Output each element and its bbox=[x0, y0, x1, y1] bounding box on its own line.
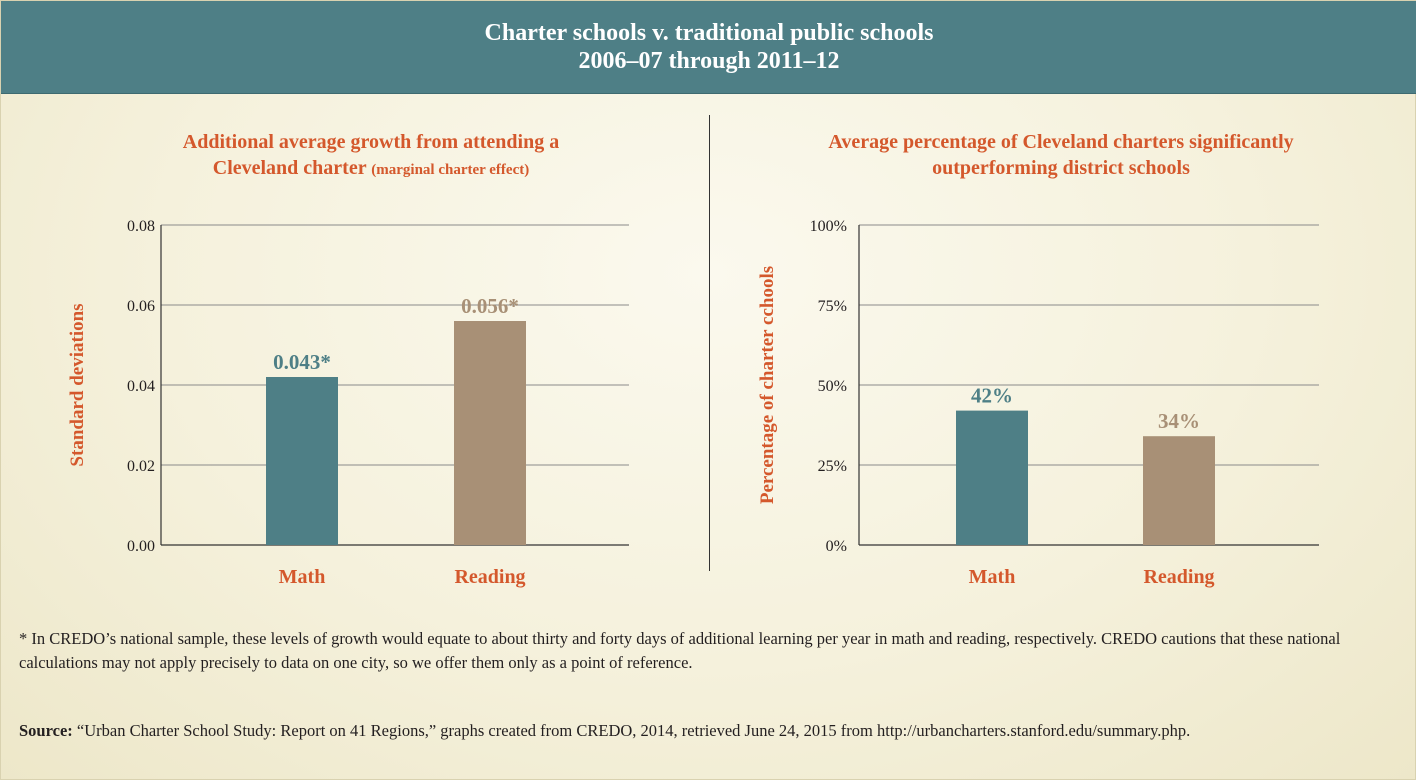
right-y-tick-label: 100% bbox=[810, 218, 847, 235]
header-banner: Charter schools v. traditional public sc… bbox=[1, 1, 1416, 94]
left-bar-math bbox=[266, 377, 338, 545]
right-data-label-reading: 34% bbox=[1158, 409, 1200, 433]
header-title: Charter schools v. traditional public sc… bbox=[484, 20, 934, 46]
left-bar-reading bbox=[454, 321, 526, 545]
right-category-label-math: Math bbox=[969, 566, 1016, 588]
right-bar-reading bbox=[1143, 436, 1215, 545]
panel-divider bbox=[709, 115, 710, 571]
left-chart-title-line2: Cleveland charter bbox=[212, 157, 367, 179]
header-subtitle: 2006–07 through 2011–12 bbox=[578, 48, 840, 74]
left-y-tick-label: 0.06 bbox=[127, 298, 155, 315]
right-y-tick-label: 0% bbox=[826, 538, 847, 555]
left-category-label-reading: Reading bbox=[454, 566, 525, 588]
left-chart-title: Additional average growth from attending… bbox=[61, 129, 681, 183]
left-y-tick-label: 0.02 bbox=[127, 458, 155, 475]
right-chart-title-line1: Average percentage of Cleveland charters… bbox=[828, 131, 1294, 153]
source-note: Source: “Urban Charter School Study: Rep… bbox=[19, 719, 1399, 743]
left-chart-title-suffix: (marginal charter effect) bbox=[371, 162, 530, 178]
right-chart-title: Average percentage of Cleveland charters… bbox=[731, 129, 1391, 181]
right-chart-title-line2: outperforming district schools bbox=[932, 157, 1190, 179]
footnote: * In CREDO’s national sample, these leve… bbox=[19, 629, 1341, 672]
left-y-axis-label: Standard deviations bbox=[67, 303, 88, 466]
right-data-label-math: 42% bbox=[971, 384, 1013, 408]
left-data-label-reading: 0.056* bbox=[461, 294, 519, 318]
left-y-tick-label: 0.00 bbox=[127, 538, 155, 555]
source-label: Source: bbox=[19, 721, 73, 740]
right-bar-math bbox=[956, 410, 1028, 545]
left-chart-title-line1: Additional average growth from attending… bbox=[182, 131, 560, 153]
right-y-tick-label: 75% bbox=[818, 298, 847, 315]
left-category-label-math: Math bbox=[279, 566, 326, 588]
right-y-tick-label: 25% bbox=[818, 458, 847, 475]
right-y-axis-label: Percentage of charter cchools bbox=[757, 266, 778, 504]
left-data-label-math: 0.043* bbox=[273, 350, 331, 374]
right-y-tick-label: 50% bbox=[818, 378, 847, 395]
source-text: “Urban Charter School Study: Report on 4… bbox=[72, 721, 1191, 740]
left-y-tick-label: 0.04 bbox=[127, 378, 155, 395]
left-y-tick-label: 0.08 bbox=[127, 218, 155, 235]
right-category-label-reading: Reading bbox=[1143, 566, 1214, 588]
